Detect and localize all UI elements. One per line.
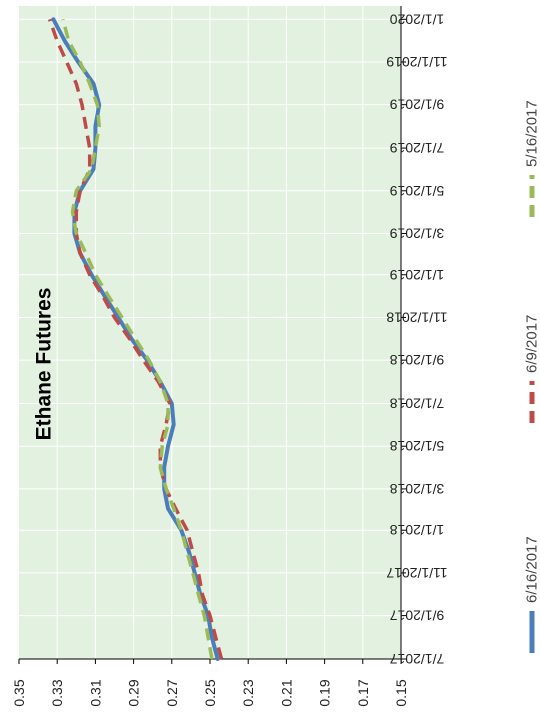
value-tick-label: 0.27 [164, 679, 180, 706]
value-tick-label: 0.35 [11, 679, 27, 706]
date-tick-label: 3/1/2019 [390, 225, 445, 241]
date-tick-label: 1/1/2020 [390, 11, 445, 27]
date-tick-label: 5/1/2019 [390, 183, 445, 199]
date-tick-label: 1/1/2019 [390, 267, 445, 283]
date-tick-labels: 7/1/2017 9/1/2017 11/1/2017 1/1/2018 3/1/201… [386, 11, 447, 667]
value-tick-label: 0.29 [126, 679, 142, 706]
date-tick-label: 9/1/2019 [390, 97, 445, 113]
date-tick-label: 7/1/2018 [390, 396, 445, 412]
date-tick-label: 7/1/2019 [390, 140, 445, 156]
value-tick-label: 0.17 [355, 679, 371, 706]
date-tick-label: 7/1/2017 [390, 651, 445, 667]
date-tick-label: 1/1/2018 [390, 522, 445, 538]
series-line [47, 18, 224, 660]
value-tick-label: 0.33 [49, 679, 65, 706]
date-tick-label: 5/1/2018 [390, 438, 445, 454]
value-tick-label: 0.21 [278, 679, 294, 706]
value-tick-label: 0.23 [240, 679, 256, 706]
chart-title: Ethane Futures [33, 288, 56, 441]
legend-label: 5/16/2017 [524, 100, 540, 167]
value-gridlines [18, 6, 402, 664]
value-tick-label: 0.15 [393, 679, 409, 706]
date-tick-label: 11/1/2018 [386, 309, 447, 325]
value-tick-labels: 0.35 0.33 0.31 0.29 0.27 0.25 0.23 0.21 0.19 0.17… [11, 679, 409, 706]
legend-label: 6/9/2017 [524, 315, 540, 373]
value-tick-label: 0.19 [317, 679, 333, 706]
legend: 6/16/2017 6/9/2017 5/16/2017 [524, 100, 540, 653]
value-tick-label: 0.25 [202, 679, 218, 706]
value-tick-label: 0.31 [87, 679, 103, 706]
series-line [61, 18, 214, 660]
date-tick-label: 3/1/2018 [390, 481, 445, 497]
date-tick-label: 11/1/2017 [386, 565, 447, 581]
series-lines [47, 17, 224, 661]
date-tick-label: 11/1/2019 [386, 54, 447, 70]
legend-label: 6/16/2017 [524, 536, 540, 603]
date-tick-label: 9/1/2018 [390, 352, 445, 368]
date-tick-label: 9/1/2017 [390, 608, 445, 624]
